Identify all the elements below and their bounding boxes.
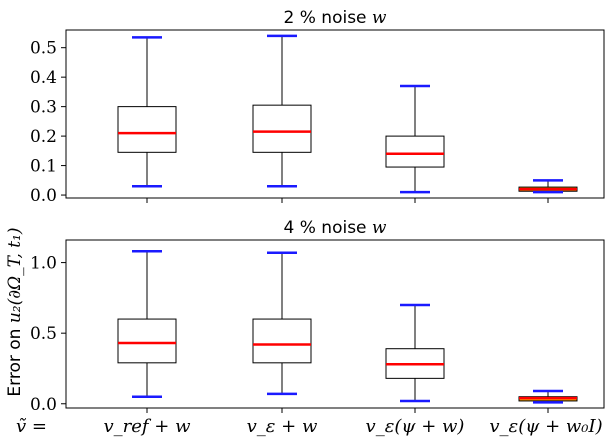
box-3: [385, 303, 445, 403]
x-category-label: v_ε(ψ + w₀I): [489, 416, 602, 437]
panel-title-math: w: [372, 8, 387, 28]
box-3: [385, 84, 445, 194]
x-axis-prefix: ṽ =: [16, 416, 47, 437]
y-tick-label: 0.1: [30, 157, 57, 177]
y-axis-label-math: u₂(∂Ω_T, t₁): [5, 227, 25, 323]
y-tick-label: 0.5: [30, 324, 57, 344]
y-tick-label: 0.5: [30, 39, 57, 59]
box-2: [252, 34, 312, 188]
y-tick-label: 1.0: [30, 254, 57, 274]
panel-title-math: w: [372, 218, 387, 238]
plot-frame: [65, 29, 605, 199]
panel-title: 4 % noise w: [284, 218, 387, 238]
panel-title-text: 4 % noise: [284, 218, 372, 238]
x-category-label: v_ε(ψ + w): [366, 416, 465, 437]
y-tick-label: 0.4: [30, 68, 57, 88]
plot-frame: [65, 239, 605, 409]
x-category-labels: v_ref + w v_ε + w v_ε(ψ + w) v_ε(ψ + w₀I): [103, 416, 602, 437]
y-tick-label: 0.3: [30, 98, 57, 118]
box-1: [117, 36, 177, 188]
box-1: [117, 250, 177, 398]
iqr-box: [385, 135, 445, 168]
box-4: [518, 179, 578, 194]
box-4: [518, 389, 578, 404]
y-axis-label-text: Error on: [5, 323, 25, 396]
iqr-box: [117, 106, 177, 153]
panel-4pct-noise: 4 % noise w 0.0 0.5 1.0: [30, 218, 605, 415]
y-tick-label: 0.0: [30, 395, 57, 415]
y-tick-label: 0.2: [30, 127, 57, 147]
x-category-label: v_ref + w: [103, 416, 191, 437]
panel-title-text: 2 % noise: [284, 8, 372, 28]
y-tick-label: 0.0: [30, 186, 57, 206]
panel-title: 2 % noise w: [284, 8, 387, 28]
iqr-box: [117, 318, 177, 364]
panel-2pct-noise: 2 % noise w 0.0 0.1 0.2 0.3 0.4 0.5: [30, 8, 605, 206]
iqr-box: [252, 104, 312, 153]
box-2: [252, 251, 312, 396]
x-category-label: v_ε + w: [247, 416, 318, 437]
iqr-box: [252, 318, 312, 364]
y-axis-label: Error on u₂(∂Ω_T, t₁): [5, 227, 25, 396]
